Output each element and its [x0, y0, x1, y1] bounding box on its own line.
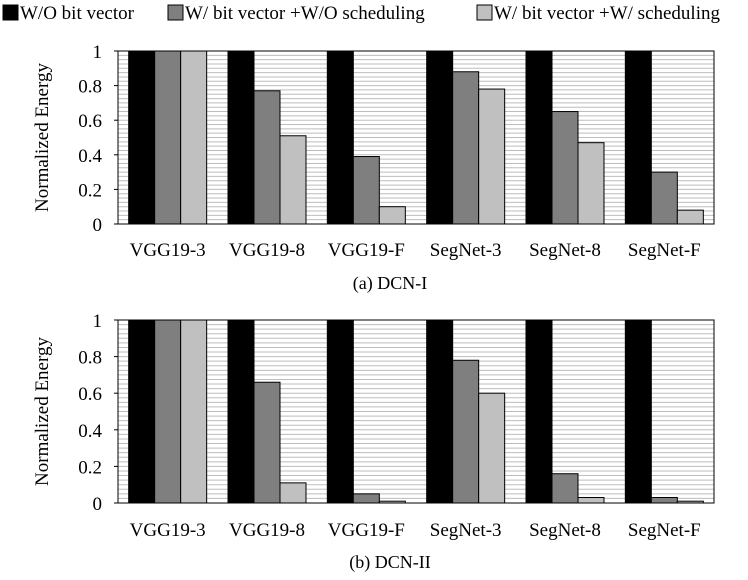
bar	[378, 206, 406, 225]
bar	[180, 50, 208, 225]
y-tick-label: 0.2	[78, 457, 102, 478]
bar	[227, 319, 255, 504]
x-category-label: VGG19-8	[229, 240, 305, 261]
x-category-label: VGG19-8	[229, 520, 305, 541]
bar	[452, 71, 480, 225]
y-axis-label: Normalized Energy	[32, 63, 53, 212]
y-tick-label: 0	[93, 494, 103, 515]
bar	[128, 319, 156, 504]
bar	[577, 497, 605, 504]
legend-swatch-wo-bit-vector	[2, 4, 19, 21]
x-category-label: VGG19-3	[130, 520, 206, 541]
plot-frame	[117, 50, 715, 225]
bar	[253, 381, 281, 504]
bar	[253, 90, 281, 225]
bar	[352, 493, 380, 504]
x-category-label: VGG19-F	[328, 240, 405, 261]
bar	[180, 319, 208, 504]
x-category-label: SegNet-8	[529, 520, 601, 541]
x-category-label: SegNet-3	[430, 240, 502, 261]
legend-swatch-w-bit-vector-wo-scheduling	[167, 4, 184, 21]
bar	[426, 50, 454, 225]
bar	[650, 171, 678, 225]
y-tick-label: 0.8	[78, 348, 102, 369]
bar	[154, 50, 182, 225]
bar	[525, 50, 553, 225]
bar	[326, 50, 354, 225]
y-tick-label: 0.4	[78, 146, 102, 167]
y-tick-label: 1	[93, 311, 103, 332]
legend-label-wo-bit-vector: W/O bit vector	[20, 3, 135, 24]
grid	[118, 324, 714, 499]
grid	[118, 54, 714, 221]
y-tick-label: 0	[93, 215, 103, 236]
bar	[426, 319, 454, 504]
x-category-label: VGG19-F	[328, 520, 405, 541]
x-category-label: SegNet-F	[628, 240, 701, 261]
y-tick-label: 0.4	[78, 421, 102, 442]
bar	[326, 319, 354, 504]
bar	[279, 135, 307, 225]
bar	[154, 319, 182, 504]
bar	[128, 50, 156, 225]
bar	[227, 50, 255, 225]
bar	[624, 50, 652, 225]
x-category-label: VGG19-3	[130, 240, 206, 261]
chart-caption: (a) DCN-I	[353, 273, 427, 294]
chart-caption: (b) DCN-II	[349, 552, 430, 573]
legend-label-w-bit-vector-wo-scheduling: W/ bit vector +W/O scheduling	[185, 3, 425, 24]
bar	[551, 111, 579, 225]
x-category-label: SegNet-8	[529, 240, 601, 261]
bar	[676, 209, 704, 225]
bar	[352, 156, 380, 225]
bar	[650, 497, 678, 504]
y-tick-label: 0.6	[78, 384, 102, 405]
bar	[577, 142, 605, 225]
legend-label-w-bit-vector-w-scheduling: W/ bit vector +W/ scheduling	[494, 3, 720, 24]
legend: W/O bit vector W/ bit vector +W/O schedu…	[2, 3, 720, 24]
y-tick-label: 0.2	[78, 180, 102, 201]
chart-dcn-i: 0 0.2 0.4 0.6 0.8 1 VGG19-3 VGG19-8 VGG19-F SegNe…	[32, 42, 715, 294]
bar	[624, 319, 652, 504]
y-tick-label: 0.6	[78, 111, 102, 132]
bar	[478, 392, 506, 504]
bar	[551, 473, 579, 504]
legend-swatch-w-bit-vector-w-scheduling	[476, 4, 493, 21]
x-category-label: SegNet-F	[628, 520, 701, 541]
y-tick-label: 1	[93, 42, 103, 63]
bar	[525, 319, 553, 504]
chart-dcn-ii: 0 0.2 0.4 0.6 0.8 1 VGG19-3 VGG19-8 VGG19-F SegNe…	[32, 311, 715, 573]
bar	[279, 482, 307, 504]
bar	[452, 359, 480, 504]
y-axis-label: Normalized Energy	[32, 337, 53, 486]
bar	[478, 88, 506, 225]
plot-frame	[117, 319, 715, 504]
y-tick-label: 0.8	[78, 77, 102, 98]
x-category-label: SegNet-3	[430, 520, 502, 541]
